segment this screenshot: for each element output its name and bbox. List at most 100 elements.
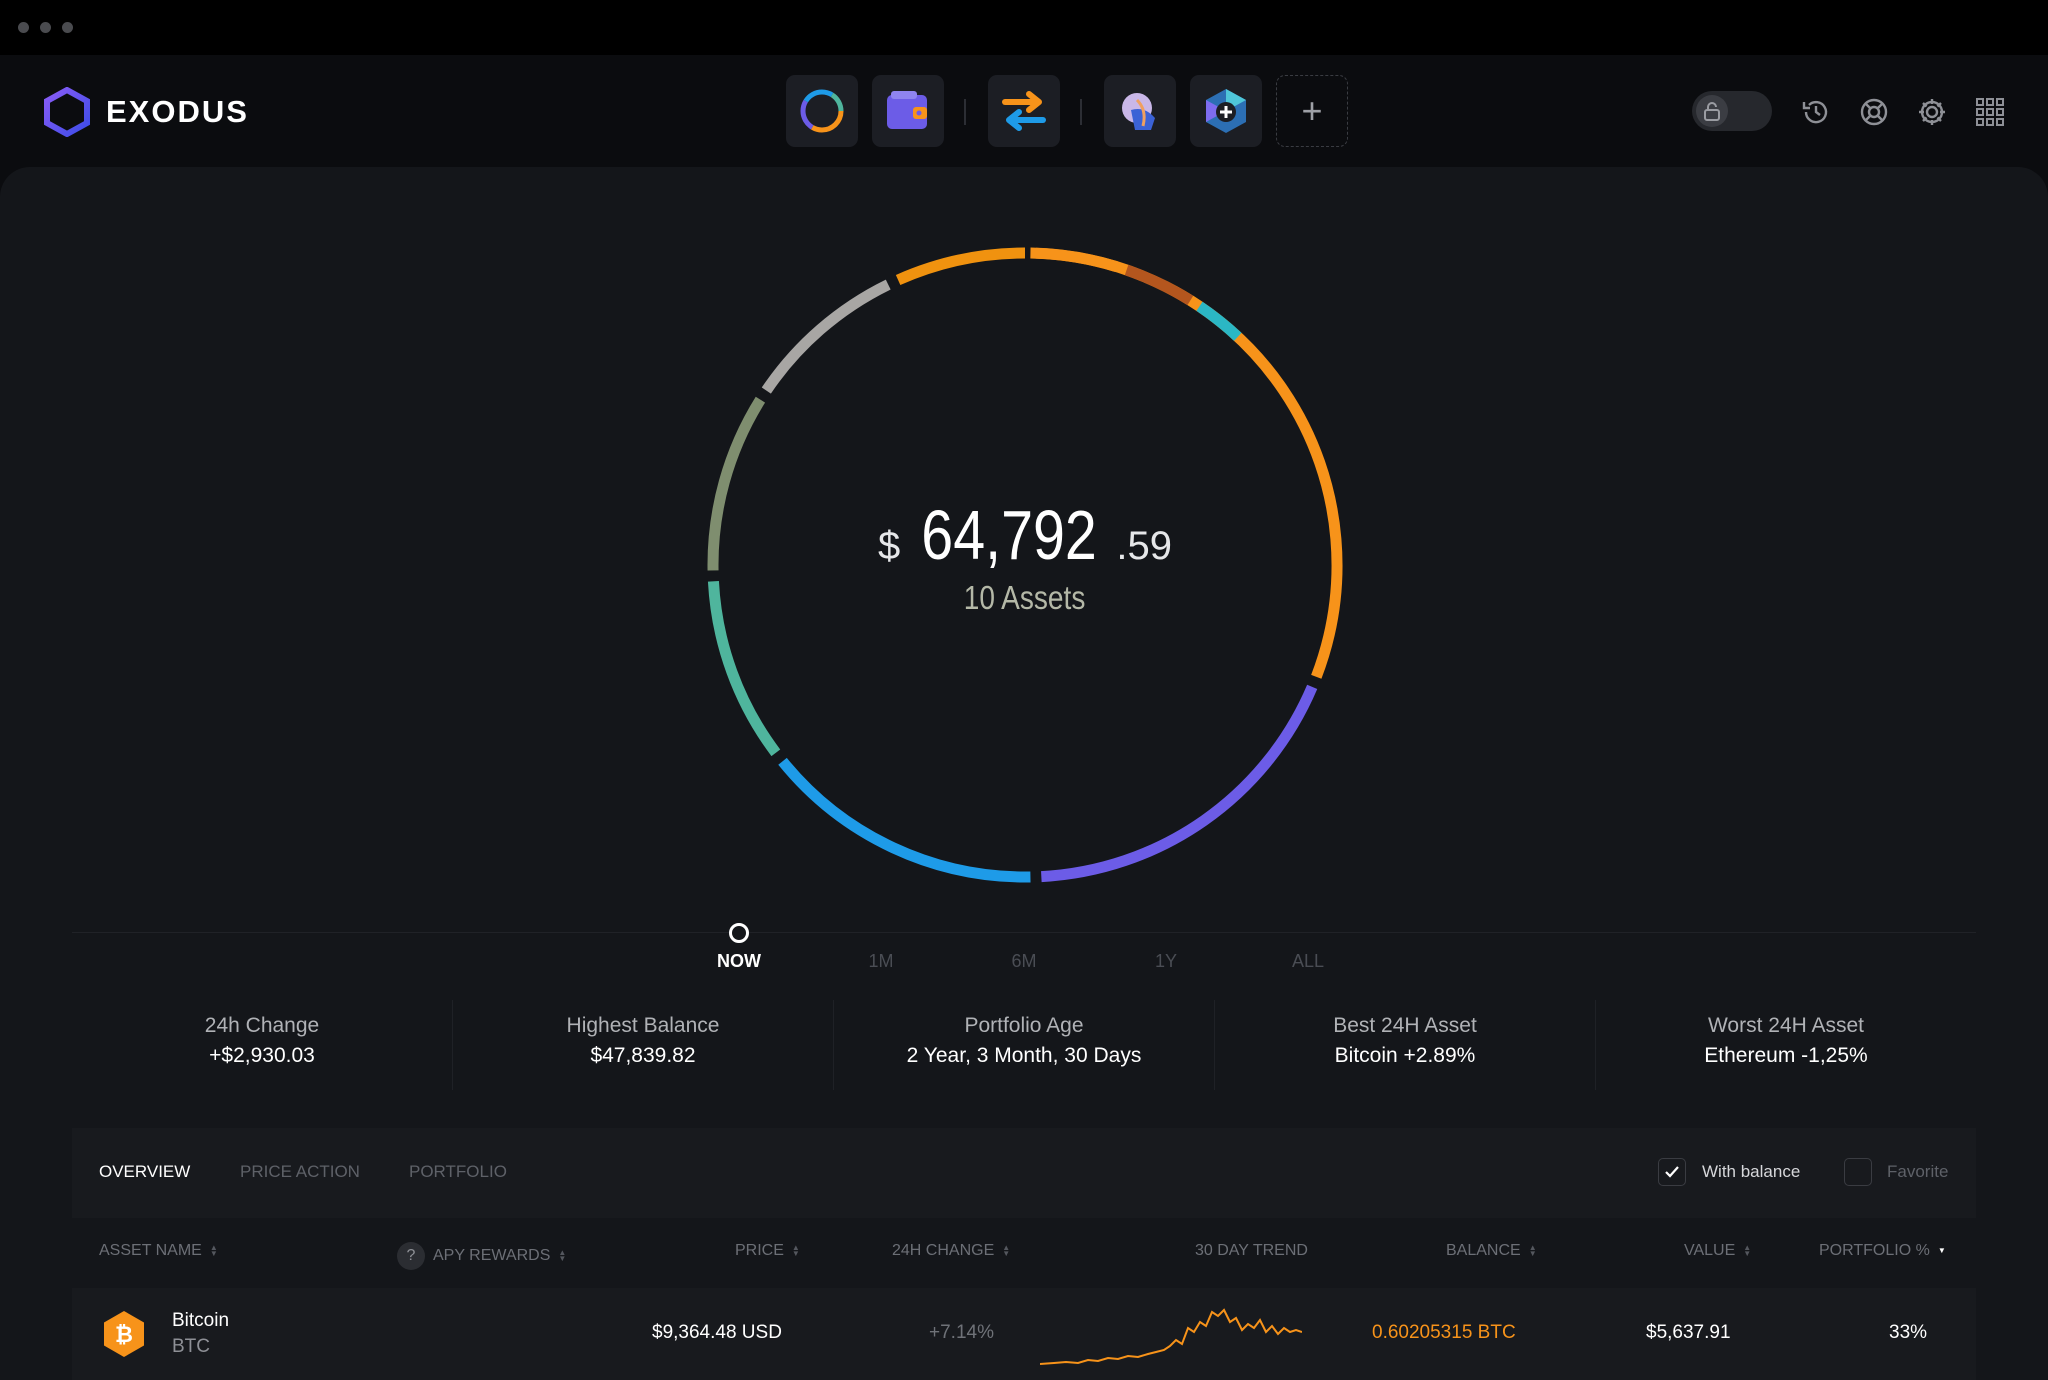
donut-segment[interactable]	[707, 396, 766, 571]
sort-desc-icon: ▼	[1937, 1246, 1946, 1255]
brand-name: EXODUS	[106, 94, 249, 129]
settings-gear-icon[interactable]	[1915, 95, 1949, 129]
with-balance-checkbox[interactable]	[1658, 1158, 1686, 1186]
donut-segment[interactable]	[1035, 247, 1118, 272]
donut-segment[interactable]	[1030, 247, 1343, 679]
tab-app-2[interactable]	[1190, 75, 1262, 147]
portfolio-ring-icon	[800, 89, 844, 133]
trend-sparkline	[1040, 1308, 1302, 1365]
timeline-selected-dot[interactable]	[729, 923, 749, 943]
portfolio-allocation-donut	[707, 247, 1343, 883]
timeline-1y[interactable]: 1Y	[1154, 951, 1178, 971]
donut-segment[interactable]	[1041, 684, 1318, 883]
with-balance-label[interactable]: With balance	[1702, 1162, 1801, 1181]
timeline-now[interactable]: NOW	[717, 951, 761, 971]
table-header: ASSET NAME ▲ ▼ ? APY REWARDS ▲ ▼ PRICE ▲ ▼ …	[72, 1218, 1976, 1288]
apps-grid-icon[interactable]	[1973, 95, 2007, 129]
sort-icon: ▲ ▼	[558, 1248, 567, 1263]
top-navigation-bar: EXODUS	[0, 55, 2048, 189]
timeline-1m[interactable]: 1M	[868, 951, 894, 971]
stat-label: Worst 24H Asset	[1707, 1014, 1864, 1037]
table-row[interactable]: ₿ Bitcoin BTC $9,364.48 USD +7.14% 0.602…	[72, 1288, 1976, 1380]
asset-ticker: BTC	[172, 1336, 210, 1357]
col-balance-label: BALANCE	[1446, 1242, 1521, 1259]
tab-portfolio[interactable]	[786, 75, 858, 147]
wallet-icon	[887, 91, 927, 129]
col-30-day-trend-label: 30 DAY TREND	[1195, 1242, 1308, 1259]
asset-price: $9,364.48 USD	[652, 1322, 782, 1343]
asset-balance: 0.60205315 BTC	[1372, 1322, 1516, 1343]
col-portfolio-pct[interactable]: PORTFOLIO % ▼	[1819, 1242, 1946, 1260]
table-tabs: OVERVIEW PRICE ACTION PORTFOLIO With bal…	[72, 1128, 1976, 1218]
portfolio-total: $ 64,792 .59 10 Assets	[700, 495, 1350, 617]
stat-value: $47,839.82	[590, 1044, 696, 1067]
donut-segment[interactable]	[1124, 264, 1194, 306]
col-apy-rewards-label: APY REWARDS	[433, 1247, 551, 1264]
sort-icon: ▲ ▼	[1002, 1243, 1011, 1258]
tab-price-action[interactable]: PRICE ACTION	[240, 1162, 360, 1181]
window-titlebar	[0, 0, 2048, 55]
stat-24h-change: 24h Change +$2,930.03	[72, 1000, 453, 1090]
tab-app-1[interactable]	[1104, 75, 1176, 147]
maximize-window-dot[interactable]	[62, 22, 73, 33]
history-icon[interactable]	[1799, 95, 1833, 129]
donut-segment[interactable]	[778, 757, 1031, 883]
col-apy-rewards[interactable]: ? APY REWARDS ▲ ▼	[397, 1242, 566, 1270]
stat-label: Best 24H Asset	[1333, 1014, 1477, 1037]
timeline-track	[72, 932, 1976, 933]
col-24h-change-label: 24H CHANGE	[892, 1242, 995, 1259]
apy-help-icon[interactable]: ?	[397, 1242, 425, 1270]
assets-count: 10 Assets	[964, 579, 1086, 616]
app-hexagon-plus-icon	[1206, 89, 1246, 133]
stat-worst-asset: Worst 24H Asset Ethereum -1,25%	[1596, 1000, 1976, 1090]
exodus-logo-icon	[44, 87, 90, 137]
donut-segment[interactable]	[761, 279, 891, 394]
exchange-arrows-icon	[1002, 91, 1046, 131]
asset-name: Bitcoin	[172, 1310, 230, 1331]
lock-toggle[interactable]	[1692, 91, 1772, 131]
asset-value: $5,637.91	[1646, 1322, 1731, 1343]
tab-overview[interactable]: OVERVIEW	[99, 1162, 191, 1181]
col-value-label: VALUE	[1684, 1242, 1736, 1259]
stat-portfolio-age: Portfolio Age 2 Year, 3 Month, 30 Days	[834, 1000, 1215, 1090]
col-asset-name[interactable]: ASSET NAME ▲ ▼	[99, 1242, 218, 1260]
favorite-checkbox[interactable]	[1844, 1158, 1872, 1186]
donut-segment[interactable]	[707, 581, 781, 757]
tab-exchange[interactable]	[988, 75, 1060, 147]
col-30-day-trend: 30 DAY TREND	[1195, 1242, 1308, 1260]
col-price-label: PRICE	[735, 1242, 784, 1259]
col-price[interactable]: PRICE ▲ ▼	[735, 1242, 800, 1260]
favorite-label[interactable]: Favorite	[1887, 1162, 1949, 1181]
app-sphere-icon	[1122, 93, 1155, 130]
col-balance[interactable]: BALANCE ▲ ▼	[1446, 1242, 1537, 1260]
donut-segment[interactable]	[895, 247, 1026, 285]
assets-table: OVERVIEW PRICE ACTION PORTFOLIO With bal…	[72, 1128, 1976, 1380]
total-balance-cents: .59	[1116, 524, 1172, 568]
timeline-6m[interactable]: 6M	[1011, 951, 1037, 971]
currency-symbol: $	[878, 524, 901, 568]
col-value[interactable]: VALUE ▲ ▼	[1684, 1242, 1751, 1260]
sort-icon: ▲ ▼	[791, 1243, 800, 1258]
asset-portfolio-pct: 33%	[1889, 1322, 1928, 1343]
add-app-button[interactable]: +	[1276, 75, 1348, 147]
sort-icon: ▲ ▼	[209, 1243, 218, 1258]
minimize-window-dot[interactable]	[40, 22, 51, 33]
nav-separator	[1080, 99, 1082, 125]
nav-separator	[964, 99, 966, 125]
tab-portfolio[interactable]: PORTFOLIO	[409, 1162, 507, 1181]
lock-icon	[1696, 95, 1728, 127]
col-24h-change[interactable]: 24H CHANGE ▲ ▼	[892, 1242, 1010, 1260]
close-window-dot[interactable]	[18, 22, 29, 33]
stat-label: 24h Change	[204, 1014, 320, 1037]
stat-best-asset: Best 24H Asset Bitcoin +2.89%	[1215, 1000, 1596, 1090]
total-balance: 64,792	[921, 496, 1098, 574]
stat-label: Portfolio Age	[964, 1014, 1084, 1037]
help-lifebuoy-icon[interactable]	[1857, 95, 1891, 129]
tab-wallet[interactable]	[872, 75, 944, 147]
asset-24h-change: +7.14%	[929, 1322, 994, 1343]
donut-segment[interactable]	[1196, 301, 1242, 341]
checkmark-icon	[1665, 1166, 1679, 1178]
stat-value: 2 Year, 3 Month, 30 Days	[906, 1044, 1142, 1067]
timeline-all[interactable]: ALL	[1291, 951, 1325, 971]
portfolio-stats: 24h Change +$2,930.03 Highest Balance $4…	[72, 1000, 1976, 1090]
